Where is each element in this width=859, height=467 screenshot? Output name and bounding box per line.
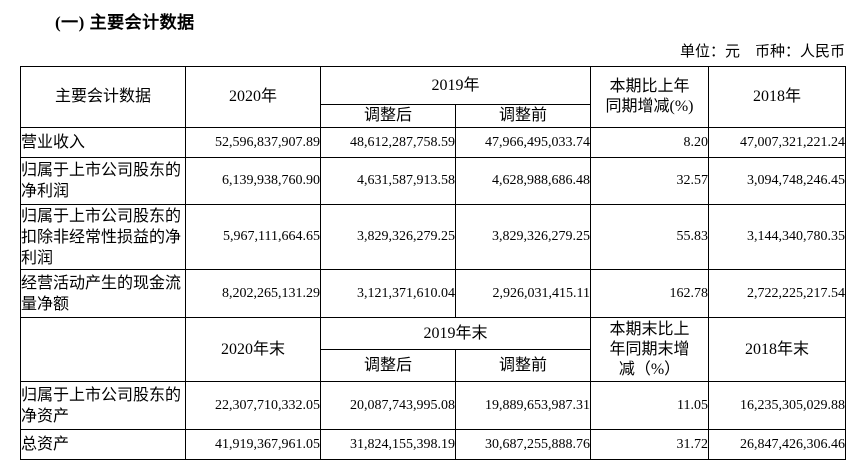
header-2018-end: 2018年末 (708, 317, 847, 382)
cell-total-assets-2020: 41,919,367,961.05 (185, 429, 321, 460)
header-2019: 2019年 (319, 66, 592, 105)
header-change-line1: 本期比上年 (609, 78, 690, 95)
cell-net-assets-change: 11.05 (590, 381, 710, 430)
header-2020-end: 2020年末 (185, 317, 321, 382)
header-change: 本期比上年 同期增减(%) (590, 66, 710, 128)
row-label: 归属于上市公司股东的扣除非经常性损益的净利润 (20, 204, 186, 270)
cell-cash-flow-change: 162.78 (590, 269, 710, 318)
cell-deducted-2019-after: 3,829,326,279.25 (320, 204, 456, 270)
cell-cash-flow-2018: 2,722,225,217.54 (708, 269, 847, 318)
cell-net-profit-2019-after: 4,631,587,913.58 (320, 157, 456, 205)
cell-total-assets-2019-after: 31,824,155,398.19 (320, 429, 456, 460)
header-2020: 2020年 (185, 66, 321, 128)
table-row-revenue: 营业收入 52,596,837,907.89 48,612,287,758.59… (20, 127, 847, 158)
cell-deducted-2019-before: 3,829,326,279.25 (454, 204, 592, 270)
cell-cash-flow-2019-after: 3,121,371,610.04 (320, 269, 456, 318)
cell-deducted-2018: 3,144,340,780.35 (708, 204, 847, 270)
table-row-net-assets: 归属于上市公司股东的净资产 22,307,710,332.05 20,087,7… (20, 381, 847, 430)
header-end-change-line2: 年同期末增 (609, 340, 690, 358)
row-label: 经营活动产生的现金流量净额 (20, 269, 186, 318)
table-header-row-2-sub: 调整后 调整前 (21, 349, 846, 382)
section-title: (一) 主要会计数据 (55, 13, 195, 32)
cell-net-profit-2018: 3,094,748,246.45 (708, 157, 847, 205)
cell-total-assets-2019-before: 30,687,255,888.76 (454, 429, 592, 460)
header-end-change: 本期末比上 年同期末增 减（%） (590, 317, 710, 382)
header2-empty-cell (20, 317, 186, 382)
row-label: 总资产 (20, 429, 186, 460)
header-adjusted-after: 调整后 (320, 104, 456, 128)
accounting-data-table: 主要会计数据 2020年 2019年 本期比上年 同期增减(%) 2018年 调… (20, 66, 847, 460)
header-end-change-line1: 本期末比上 (609, 320, 690, 338)
header-change-line2: 同期增减(%) (605, 98, 694, 115)
table-row-operating-cash-flow: 经营活动产生的现金流量净额 8,202,265,131.29 3,121,371… (20, 269, 847, 318)
row-label: 归属于上市公司股东的净资产 (20, 381, 186, 430)
cell-net-profit-2020: 6,139,938,760.90 (185, 157, 321, 205)
header-main-label: 主要会计数据 (20, 66, 186, 128)
cell-deducted-2020: 5,967,111,664.65 (185, 204, 321, 270)
unit-currency-note: 单位：元 币种：人民币 (679, 44, 845, 60)
row-label: 营业收入 (20, 127, 186, 158)
header-2019-end: 2019年末 (319, 317, 592, 350)
header2-adjusted-before: 调整前 (454, 349, 592, 382)
cell-cash-flow-2020: 8,202,265,131.29 (185, 269, 321, 318)
cell-revenue-2019-after: 48,612,287,758.59 (320, 127, 456, 158)
cell-revenue-change: 8.20 (590, 127, 710, 158)
cell-net-assets-2018: 16,235,305,029.88 (708, 381, 847, 430)
row-label: 归属于上市公司股东的净利润 (20, 157, 186, 205)
table-header-row-1: 主要会计数据 2020年 2019年 本期比上年 同期增减(%) 2018年 (20, 66, 847, 128)
cell-net-profit-change: 32.57 (590, 157, 710, 205)
cell-cash-flow-2019-before: 2,926,031,415.11 (454, 269, 592, 318)
cell-total-assets-change: 31.72 (590, 429, 710, 460)
table-header-row-2: 2020年末 2019年末 本期末比上 年同期末增 减（%） 2018年末 (20, 317, 847, 382)
cell-net-assets-2019-after: 20,087,743,995.08 (320, 381, 456, 430)
cell-deducted-change: 55.83 (590, 204, 710, 270)
cell-revenue-2018: 47,007,321,221.24 (708, 127, 847, 158)
table-header-row-1-sub: 调整后 调整前 (21, 104, 846, 128)
cell-total-assets-2018: 26,847,426,306.46 (708, 429, 847, 460)
header-2018: 2018年 (708, 66, 847, 128)
header-end-change-line3: 减（%） (618, 360, 681, 378)
cell-net-profit-2019-before: 4,628,988,686.48 (454, 157, 592, 205)
cell-net-assets-2020: 22,307,710,332.05 (185, 381, 321, 430)
table-row-total-assets: 总资产 41,919,367,961.05 31,824,155,398.19 … (20, 429, 847, 460)
table-row-deducted-net-profit: 归属于上市公司股东的扣除非经常性损益的净利润 5,967,111,664.65 … (20, 204, 847, 270)
table-row-net-profit: 归属于上市公司股东的净利润 6,139,938,760.90 4,631,587… (20, 157, 847, 205)
cell-revenue-2019-before: 47,966,495,033.74 (454, 127, 592, 158)
header2-adjusted-after: 调整后 (320, 349, 456, 382)
cell-net-assets-2019-before: 19,889,653,987.31 (454, 381, 592, 430)
cell-revenue-2020: 52,596,837,907.89 (185, 127, 321, 158)
header-adjusted-before: 调整前 (454, 104, 592, 128)
